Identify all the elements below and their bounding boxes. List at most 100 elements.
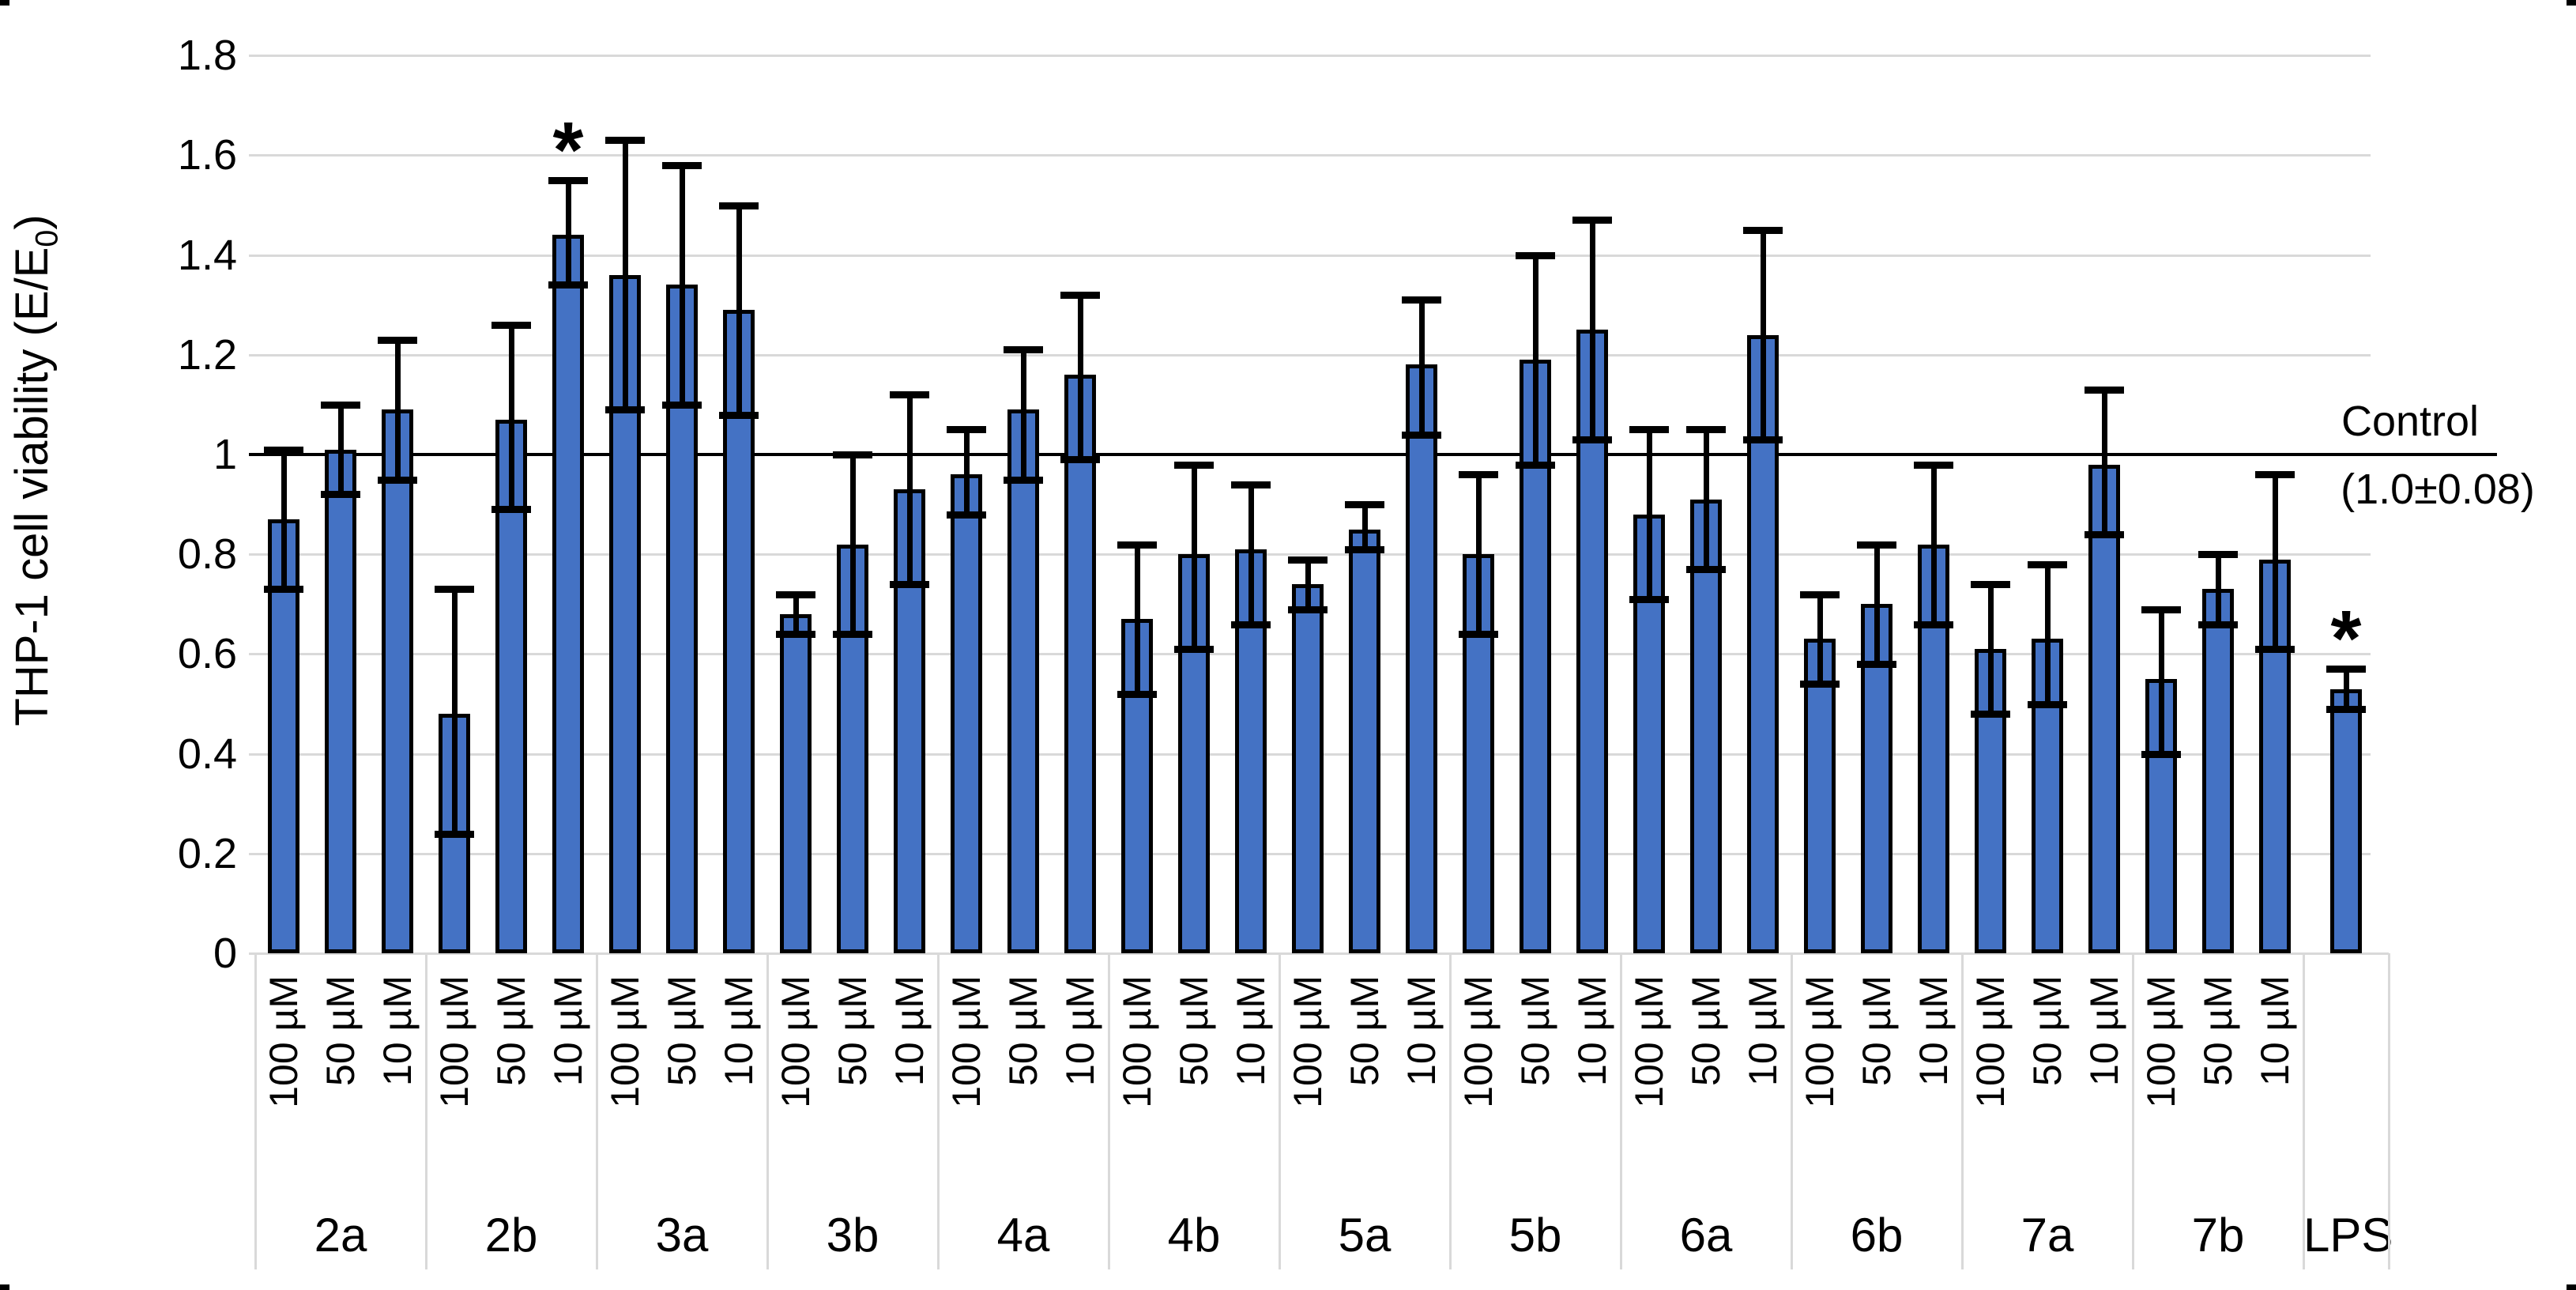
error-bar [1191,464,1197,650]
concentration-label: 100 µM [262,975,306,1108]
error-bar-cap-bottom [1686,566,1726,574]
error-bar [2044,564,2051,704]
error-bar-cap-bottom [2028,700,2067,708]
gridline [249,553,2371,556]
error-bar-cap-bottom [719,411,759,419]
concentration-label: 10 µM [717,975,761,1086]
concentration-label: 10 µM [887,975,932,1086]
bar-4a-100µM [951,474,982,953]
error-bar-cap-top [833,451,872,458]
bar-4b-10µM [1235,549,1267,953]
concentration-label: 50 µM [1001,975,1045,1086]
error-bar-cap-bottom [1971,711,2010,719]
bar-2a-10µM [382,409,413,953]
corner-mark [0,1284,9,1290]
error-bar-cap-top [1231,481,1271,488]
category-divider [1961,953,1964,1269]
error-bar-cap-bottom [1743,436,1783,444]
error-bar [793,594,799,635]
group-label-2b: 2b [484,1209,538,1262]
category-divider [1279,953,1281,1269]
error-bar-cap-top [1629,426,1669,434]
error-bar [1646,429,1652,599]
group-label-5b: 5b [1508,1209,1562,1262]
concentration-label: 10 µM [546,975,590,1086]
error-bar-cap-bottom [1800,681,1840,688]
bar-5a-50µM [1349,529,1380,953]
error-bar [1134,544,1140,694]
error-bar [1589,220,1595,440]
error-bar-cap-top [2255,471,2295,479]
bar-6a-100µM [1633,514,1665,953]
bar-2a-50µM [325,449,356,953]
error-bar-cap-top [1516,251,1555,259]
concentration-label: 100 µM [944,975,989,1108]
group-label-4b: 4b [1167,1209,1221,1262]
error-bar-cap-top [776,590,815,598]
error-bar-cap-bottom [1288,605,1328,613]
group-label-3b: 3b [826,1209,879,1262]
error-bar [508,324,514,510]
category-divider [1449,953,1452,1269]
concentration-label: 50 µM [1513,975,1557,1086]
error-bar [2101,389,2107,534]
error-bar-cap-bottom [1060,456,1100,464]
error-bar [565,179,571,285]
category-divider [2132,953,2134,1269]
error-bar-cap-top [378,336,417,344]
group-label-2a: 2a [314,1209,367,1262]
error-bar-cap-bottom [548,281,588,289]
error-bar-cap-bottom [2255,646,2295,654]
category-divider [425,953,427,1269]
control-reference-line [249,453,2497,456]
group-label-6b: 6b [1850,1209,1904,1262]
y-tick-label: 1.4 [177,231,237,279]
error-bar [1418,300,1425,435]
error-bar-cap-top [1743,227,1783,235]
bar-6b-10µM [1918,544,1949,953]
error-bar [337,404,344,495]
corner-mark [0,0,9,6]
category-divider [1108,953,1110,1269]
concentration-label: 100 µM [603,975,647,1108]
error-bar-cap-bottom [1174,646,1214,654]
error-bar-cap-bottom [1402,431,1441,439]
error-bar-cap-bottom [1117,690,1157,698]
error-bar-cap-top [1914,461,1953,469]
category-divider [2303,953,2305,1269]
error-bar-cap-bottom [491,506,531,514]
y-axis-title-text: THP-1 cell viability (E/E [6,247,58,726]
error-bar-cap-bottom [1857,661,1896,669]
error-bar-cap-bottom [2198,620,2238,628]
y-tick-label: 0.4 [177,730,237,778]
group-label-6a: 6a [1679,1209,1733,1262]
concentration-label: 10 µM [1911,975,1956,1086]
error-bar [1760,230,1766,440]
bar-7a-10µM [2088,464,2120,953]
y-tick-label: 1.2 [177,330,237,379]
category-divider [1791,953,1793,1269]
error-bar [679,165,685,405]
error-bar [1703,429,1709,570]
corner-mark [2567,1284,2576,1290]
error-bar [736,205,742,415]
error-bar-cap-bottom [1231,620,1271,628]
error-bar-cap-bottom [776,631,815,639]
bar-5a-10µM [1406,364,1437,953]
error-bar [1305,559,1311,609]
concentration-label: 50 µM [1343,975,1387,1086]
bar-LPS [2330,688,2362,953]
error-bar-cap-top [662,162,702,170]
concentration-label: 50 µM [318,975,363,1086]
error-bar [2272,474,2278,650]
error-bar [394,339,401,480]
error-bar [2158,609,2164,754]
error-bar-cap-top [1686,426,1726,434]
error-bar-cap-bottom [605,406,645,414]
concentration-label: 100 µM [1115,975,1159,1108]
concentration-label: 50 µM [2025,975,2069,1086]
error-bar [1874,544,1880,665]
concentration-label: 100 µM [1286,975,1330,1108]
category-divider [766,953,769,1269]
